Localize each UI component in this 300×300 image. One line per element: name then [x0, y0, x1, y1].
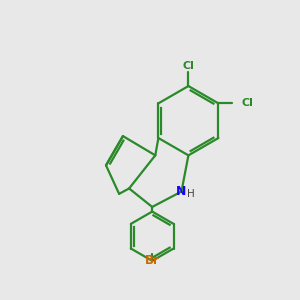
Text: Cl: Cl [242, 98, 254, 108]
Text: N: N [176, 185, 187, 198]
Text: Cl: Cl [182, 61, 194, 71]
Text: H: H [187, 189, 195, 199]
Text: Br: Br [145, 254, 160, 267]
